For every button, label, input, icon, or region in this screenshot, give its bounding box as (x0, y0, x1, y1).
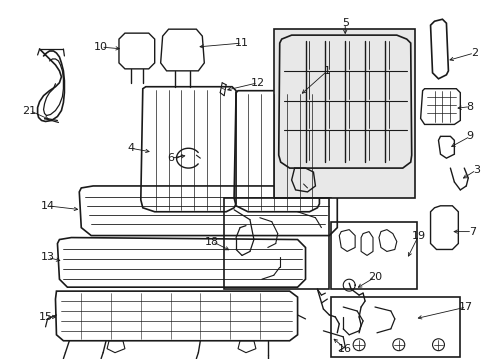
Text: 10: 10 (94, 42, 108, 52)
Text: 4: 4 (127, 143, 134, 153)
Bar (224, 198, 328, 289)
Text: 7: 7 (468, 226, 475, 237)
Text: 16: 16 (338, 344, 351, 354)
Text: 8: 8 (466, 102, 473, 112)
Text: 2: 2 (469, 48, 477, 58)
Text: 3: 3 (472, 165, 479, 175)
Text: 17: 17 (458, 302, 472, 312)
Text: 1: 1 (323, 66, 330, 76)
Bar (331, 222, 416, 289)
Text: 18: 18 (205, 237, 219, 247)
Text: 21: 21 (22, 105, 37, 116)
Text: 9: 9 (466, 131, 473, 141)
Bar (331, 297, 459, 357)
Text: 15: 15 (39, 312, 52, 322)
Text: 13: 13 (41, 252, 55, 262)
Text: 19: 19 (411, 230, 425, 240)
Text: 12: 12 (250, 78, 264, 88)
Text: 5: 5 (341, 18, 348, 28)
Text: 11: 11 (235, 38, 248, 48)
Text: 14: 14 (41, 201, 55, 211)
Bar (273, 29, 414, 198)
Text: 6: 6 (167, 153, 174, 163)
Text: 20: 20 (367, 272, 381, 282)
